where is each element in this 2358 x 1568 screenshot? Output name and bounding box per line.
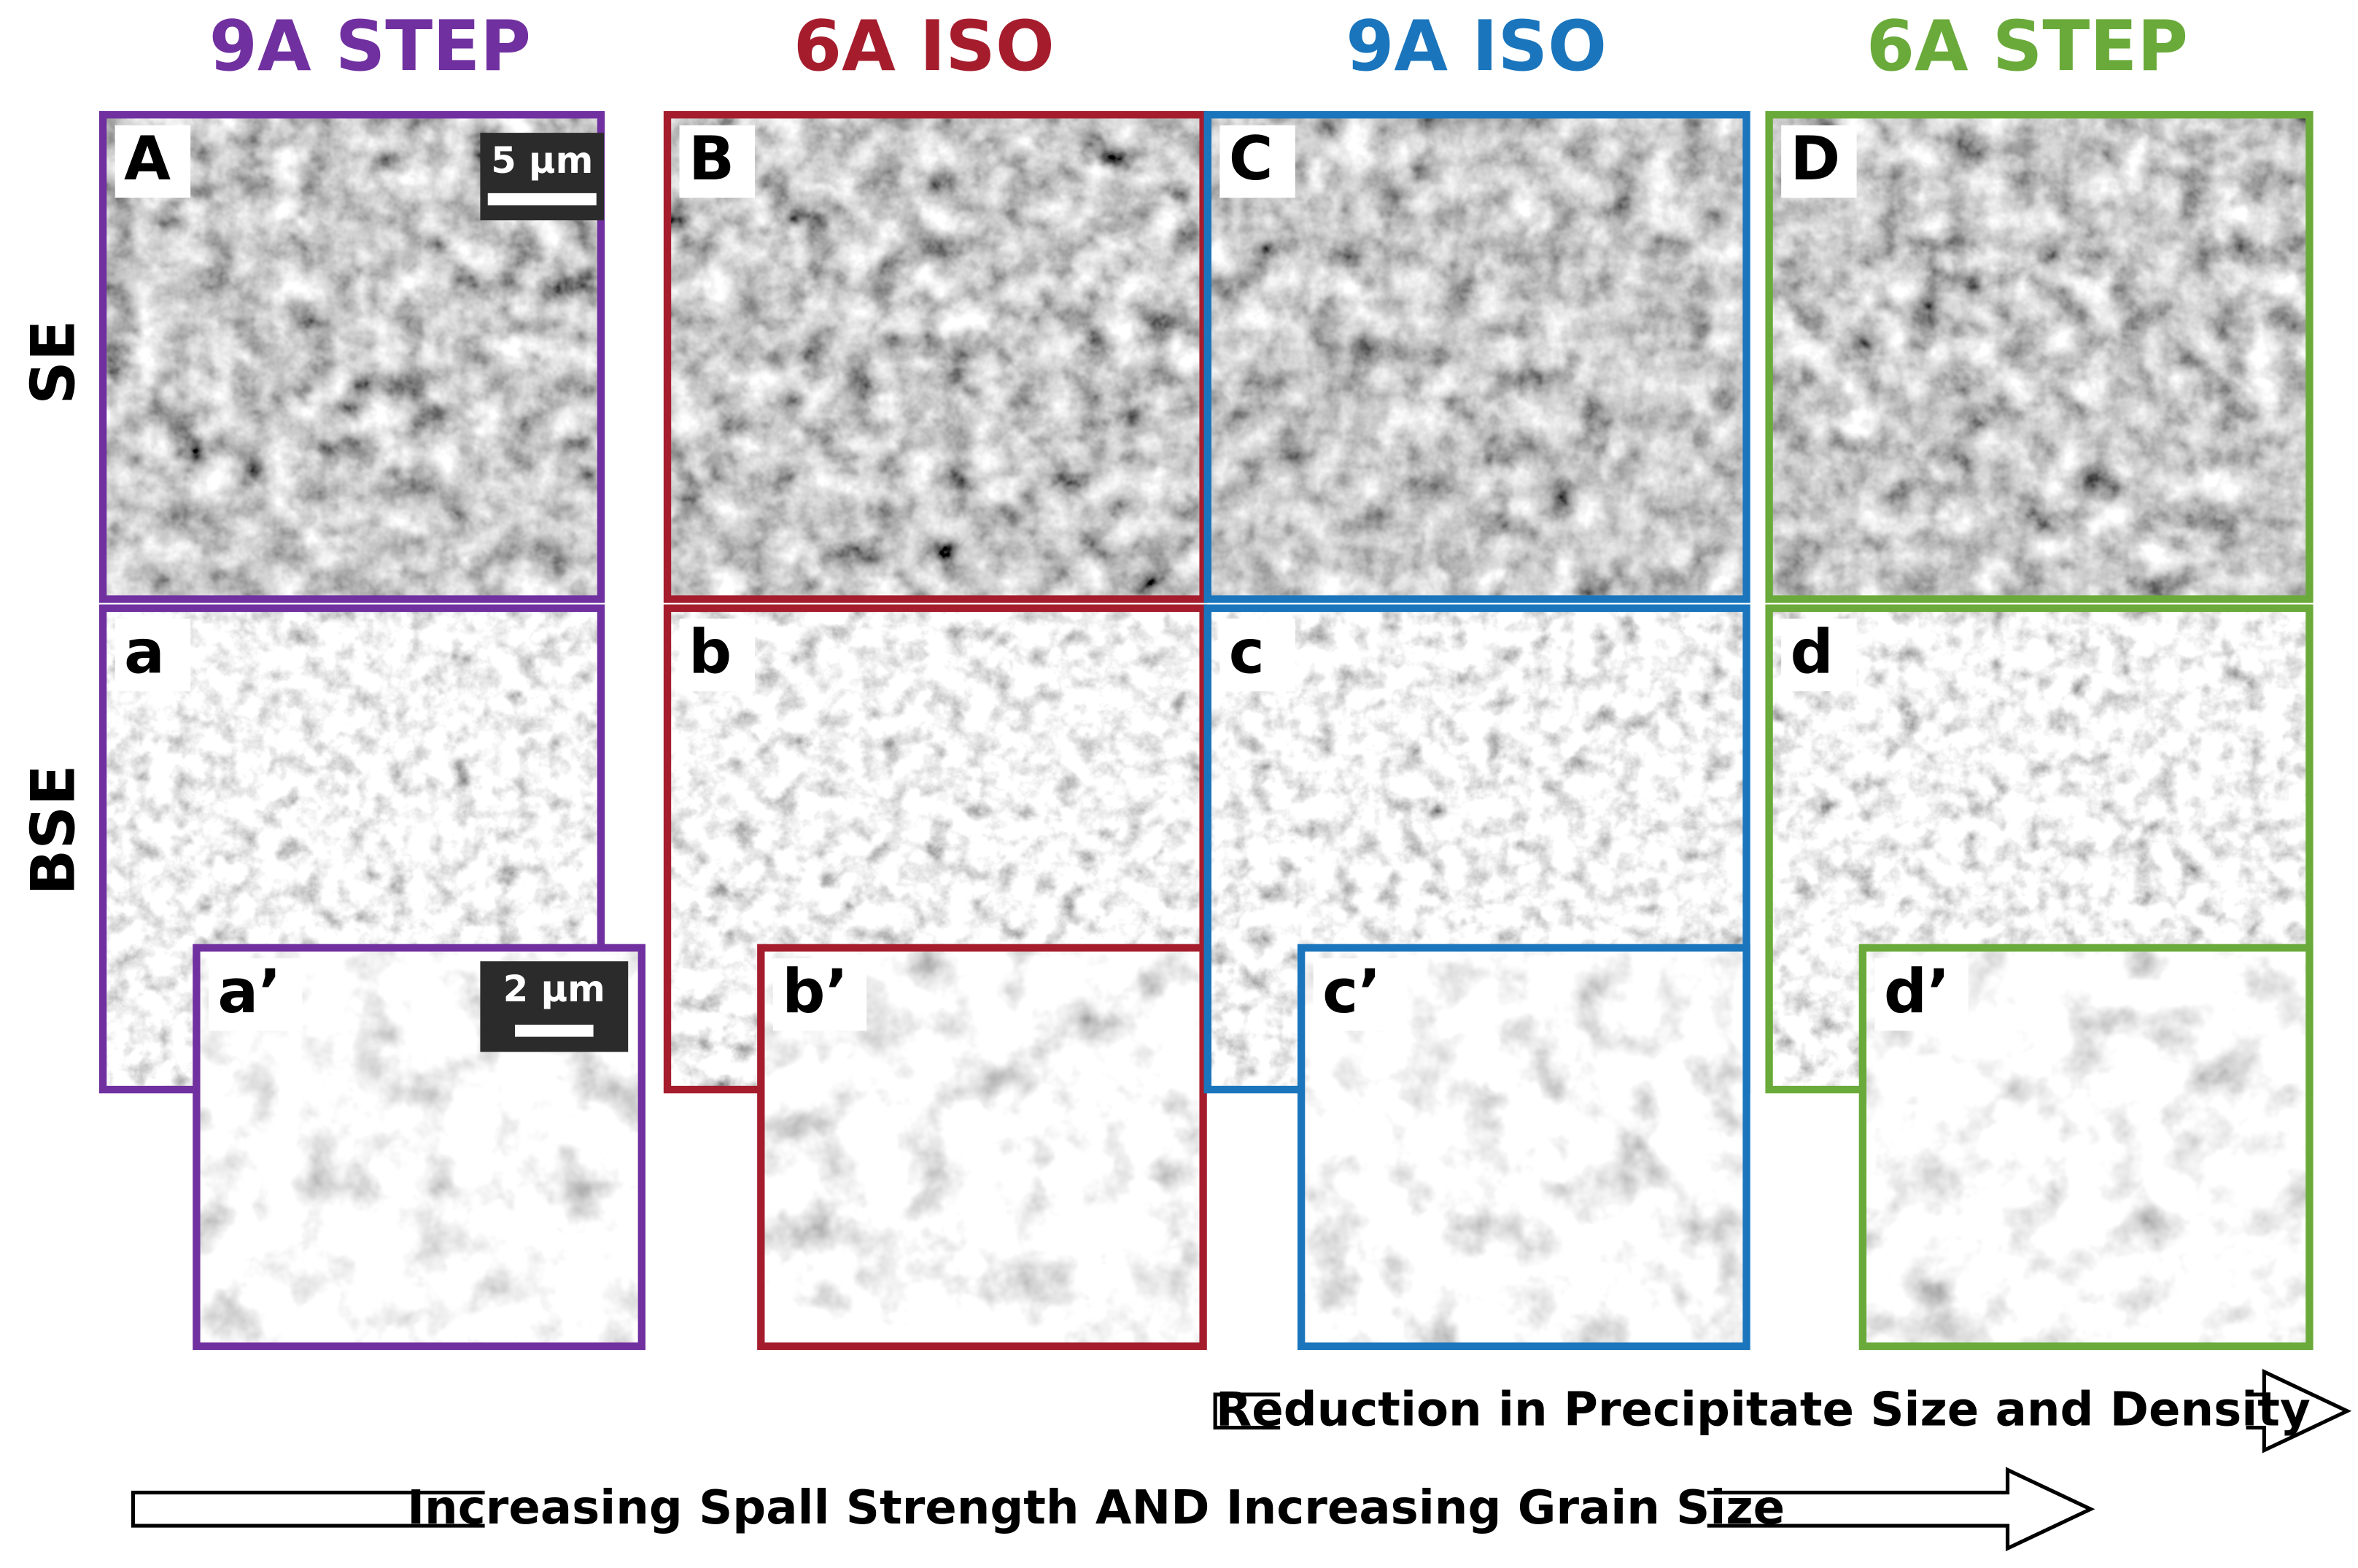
arrow-label: Reduction in Precipitate Size and Densit…	[1216, 1382, 2311, 1437]
label-box	[1219, 125, 1295, 198]
panel-frame	[1765, 111, 2314, 603]
row-label: SE	[18, 320, 88, 405]
arrow-label: Increasing Spall Strength AND Increasing…	[407, 1480, 1785, 1535]
label-box	[679, 618, 756, 691]
arrow-gap	[1280, 1371, 2246, 1451]
panel-label: b	[689, 617, 732, 688]
panel-label: c	[1229, 617, 1265, 688]
row-label: BSE	[18, 764, 88, 895]
scale-bar-label: 5 µm	[491, 139, 593, 182]
panel-label: a’	[217, 956, 281, 1027]
label-box	[1874, 958, 1969, 1031]
panel-frame	[757, 944, 1207, 1350]
panel-label: C	[1229, 123, 1273, 194]
label-box	[208, 958, 303, 1031]
arrow-gap	[484, 1470, 1707, 1549]
label-box	[1219, 618, 1295, 691]
label-box	[1313, 958, 1407, 1031]
panel-label: d	[1791, 617, 1834, 688]
label-box	[115, 618, 191, 691]
column-title: 6A ISO	[794, 7, 1055, 87]
column-title: 9A ISO	[1346, 7, 1607, 87]
label-box	[1781, 618, 1857, 691]
scale-bar-box	[480, 133, 605, 221]
sem-image	[1769, 115, 2310, 599]
scale-bar	[515, 1025, 594, 1037]
panel-frame	[98, 111, 605, 603]
panel-label: d’	[1884, 956, 1950, 1027]
label-box	[115, 125, 191, 198]
panel-label: a	[124, 617, 165, 688]
panel-label: D	[1791, 123, 1841, 194]
sem-image	[667, 115, 1203, 599]
panel-frame	[1297, 944, 1750, 1350]
panel-label: c’	[1322, 956, 1381, 1027]
scale-bar-label: 2 µm	[503, 968, 605, 1010]
column-title: 9A STEP	[209, 7, 531, 87]
panel-label: B	[689, 123, 734, 194]
column-title: 6A STEP	[1866, 7, 2188, 87]
label-box	[679, 125, 756, 198]
panel-frame	[663, 111, 1207, 603]
panel-frame	[1858, 944, 2314, 1350]
panel-frame	[193, 944, 646, 1350]
scale-bar	[487, 193, 597, 206]
panel-frame	[1203, 111, 1750, 603]
label-box	[1781, 125, 1857, 198]
panel-label: b’	[782, 956, 848, 1027]
label-box	[772, 958, 867, 1031]
sem-image	[1207, 115, 1747, 599]
panel-label: A	[124, 123, 171, 194]
